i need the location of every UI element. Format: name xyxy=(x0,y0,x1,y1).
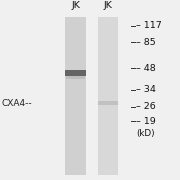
Text: CXA4--: CXA4-- xyxy=(2,98,32,107)
Bar xyxy=(65,17,86,175)
Bar xyxy=(98,101,118,105)
Text: JK: JK xyxy=(71,1,80,10)
Text: – 85: – 85 xyxy=(136,38,156,47)
Text: – 34: – 34 xyxy=(136,85,156,94)
Text: – 26: – 26 xyxy=(136,102,156,111)
Bar xyxy=(66,76,85,79)
Text: JK: JK xyxy=(103,1,112,10)
Bar xyxy=(65,70,86,76)
Text: (kD): (kD) xyxy=(136,129,154,138)
Text: – 117: – 117 xyxy=(136,21,162,30)
Text: – 48: – 48 xyxy=(136,64,156,73)
Bar xyxy=(98,17,118,175)
Text: – 19: – 19 xyxy=(136,117,156,126)
